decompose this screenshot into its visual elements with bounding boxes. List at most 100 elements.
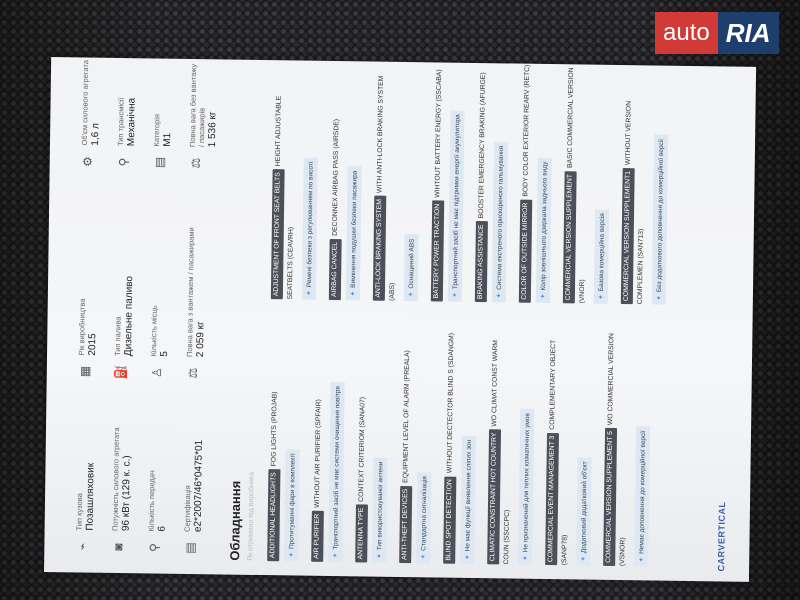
spec-item: ⚙ Об'єм силового агрегата 1,6 л [80,59,110,169]
vehicle-specs: ⌁ Тип кузова Позашляховик ▦ Рік виробницт… [74,60,220,556]
sparkle-icon: ✦ [539,293,547,299]
equipment-category-badge: ADDITIONAL HEADLIGHTS [267,469,281,562]
spec-item: ◙ Потужність силового агрегата 96 кВт (1… [110,380,140,555]
equipment-title: Обладнання [227,480,244,561]
spec-value: 6 [156,526,168,532]
equipment-description: ✦ Система екстреного прискореного гальмув… [491,141,509,303]
gears-icon: ⚲ [147,543,162,553]
equipment-column-right: ADJUSTMENT OF FRONT SEAT BELTSHEIGHT ADJ… [270,59,681,305]
sparkle-icon: ✦ [332,552,340,559]
equipment-description-text: Додатковий додатковий об'єкт [580,461,589,554]
equipment-description-text: Базова комерційна версія [597,213,607,292]
spec-item: ⚲ Кількість передач 6 [146,380,176,555]
equipment-value: EQUIPMENT LEVEL OF ALARM (PREALA) [402,350,412,483]
spec-item: ▤ Категорія M1 [152,60,182,170]
spec-value: 5 [159,351,171,357]
equipment-description-text: Не має функції виявлення сліпих зон [464,439,473,552]
watermark-ria: RIA [717,12,779,54]
equipment-description-text: Транспортний засіб не має системи очищен… [332,386,342,550]
equipment-item: COMMERCIAL VERSION SUPPLEMENT 5WO COMMER… [602,326,651,567]
equipment-description-text: Стандартна сигналізація [420,476,429,551]
spec-label: Повна вага без вантажу / пасажирів [187,63,207,148]
spec-label: Сертифікація [182,485,193,533]
spec-item: ⚖ Повна вага без вантажу / пасажирів 1 5… [188,61,220,171]
equipment-category-badge: BATTERY POWER TRACTION [430,200,445,302]
equipment-category-badge: CLIMATIC CONSTRAINT HOT COUNTRY [487,429,502,565]
equipment-value: WITHOUT DECTECTOR BLIND S (SDANGM) [446,332,456,474]
spec-label: Кількість передач [146,470,157,532]
equipment-item: BATTERY POWER TRACTION WIHTOUT BATTERY EN… [430,61,465,302]
weight-icon: ⚖ [188,157,203,169]
spec-label: Категорія [151,113,162,147]
sparkle-icon: ✦ [376,553,384,559]
equipment-description-text: Ремені безпеки з регулюванням по висоті [306,161,315,288]
sparkle-icon: ✦ [638,556,646,563]
equipment-description: ✦ Немає доповнення до комерційної версії [634,426,651,567]
category-icon: ▤ [152,156,167,169]
spec-item: ▤ Сертифікація e2*2007/46*0475*01 [182,381,214,556]
spec-label: Потужність силового агрегата [110,427,122,532]
sparkle-icon: ✦ [464,554,472,560]
equipment-item: BLIND SPOT DETECTION WITHOUT DECTECTOR BL… [442,324,477,565]
equipment-value: WIHTOUT BATTERY ENERGY (SSCABA) [434,69,444,198]
equipment-value: WITHOUT AIR PURIFIER (SPFAIR) [313,399,323,508]
spec-label: Тип трансмісії [115,97,126,147]
spec-label: Повна вага з вантажем / пасажирами [185,227,196,358]
spec-value: Механічна [125,97,138,147]
equipment-description-text: Протитуманні фари в комплекті [288,453,297,550]
equipment-description-text: Вимкнення подушки безпеки пасажира [349,170,359,288]
spec-value: 1 536 кг [206,111,219,148]
car-body-icon: ⌁ [75,542,90,551]
equipment-category-badge: COMMERCIAL EVENT MANAGEMENT 3 [545,432,559,566]
equipment-item: COMMERCIAL VERSION SUPPLEMENT1WITHOUT VE… [620,64,669,305]
spec-label: Об'єм силового агрегата [79,60,91,146]
equipment-item: COMMERCIAL EVENT MANAGEMENT 3COMPLEMENTA… [544,325,593,566]
transmission-icon: ⚲ [116,157,131,167]
spec-label: Тип кузова [74,493,85,531]
spec-value: Позашляховик [84,462,97,531]
sparkle-icon: ✦ [655,295,663,301]
spec-value: 1,6 л [89,123,102,146]
equipment-category-badge: BRAKING ASSISTANCE [474,221,488,303]
equipment-description: ✦ Не має функції виявлення сліпих зон [460,435,476,565]
spec-value: e2*2007/46*0475*01 [192,439,205,533]
equipment-description-text: Тип використовуваної антени [376,461,385,551]
equipment-item: AIR PURIFIER WITHOUT AIR PURIFIER (SPFAIR… [310,322,345,563]
watermark-auto: auto [655,12,718,54]
equipment-value: CONTEXT CRITERIOM (SANA07) [358,396,367,502]
sparkle-icon: ✦ [597,294,605,300]
equipment-description: ✦ Ремені безпеки з регулюванням по висоті [301,157,318,300]
equipment-description-text: Транспортний засіб не має підтримки енер… [451,114,462,290]
sparkle-icon: ✦ [407,291,415,298]
equipment-description: ✦ Додатковий додатковий об'єкт [576,457,592,566]
carvertical-logo: CARVERTICAL [716,501,728,572]
equipment-description: ✦ Не призначений для теплих кліматичних у… [518,409,535,565]
sparkle-icon: ✦ [349,290,357,297]
seat-icon: ♙ [149,367,164,379]
equipment-item: ADDITIONAL HEADLIGHTS FOG LIGHTS (PROJAB)… [266,321,301,562]
equipment-category-badge: ANTI-THEFT DEVICES [399,485,413,564]
printed-report-page: ⌁ Тип кузова Позашляховик ▦ Рік виробницт… [44,57,757,582]
equipment-description: ✦ Без додаткового доповнення до комерційн… [651,134,669,305]
equipment-description: ✦ Колір зовнішнього дзеркала заднього вид… [535,157,552,304]
spec-item: ⚲ Тип трансмісії Механічна [116,60,146,170]
equipment-item: ANTI-THEFT DEVICES EQUIPMENT LEVEL OF ALA… [398,323,433,564]
equipment-description-text: Немає доповнення до комерційної версії [638,430,648,554]
equipment-category-badge: BLIND SPOT DETECTION [443,476,457,564]
spec-item: ▦ Рік виробництва 2015 [77,169,108,379]
equipment-category-badge: AIRBAG CANCEL [328,238,342,301]
spec-value: Дизельне паливо [123,275,136,357]
equipment-description-text: Система екстреного прискореного гальмува… [495,145,505,290]
spec-label: Тип палива [113,316,123,357]
equipment-category-badge: COLOR OF OUTSIDE MIRROR [518,199,533,303]
engine-icon: ⚙ [80,156,95,168]
equipment-description: ✦ Транспортний засіб не має системи очище… [328,382,345,563]
equipment-description-text: Без додаткового доповнення до комерційно… [655,138,666,293]
equipment-category-badge: ANTI-LOCK BRAKING SYSTEM [372,195,387,301]
equipment-item: CLIMATIC CONSTRAINT HOT COUNTRYWO CLIMAT… [486,324,535,565]
spec-item: ⚖ Повна вага з вантажем / пасажирами 2 0… [185,171,218,381]
equipment-category-badge: COMMERCIAL VERSION SUPPLEMENT1 [620,167,635,305]
equipment-value: DECONNEX AIRBAG PASS (AIRSDE) [331,118,341,236]
equipment-subtitle: Як отримано від виробника [247,472,256,561]
calendar-icon: ▦ [77,365,92,378]
